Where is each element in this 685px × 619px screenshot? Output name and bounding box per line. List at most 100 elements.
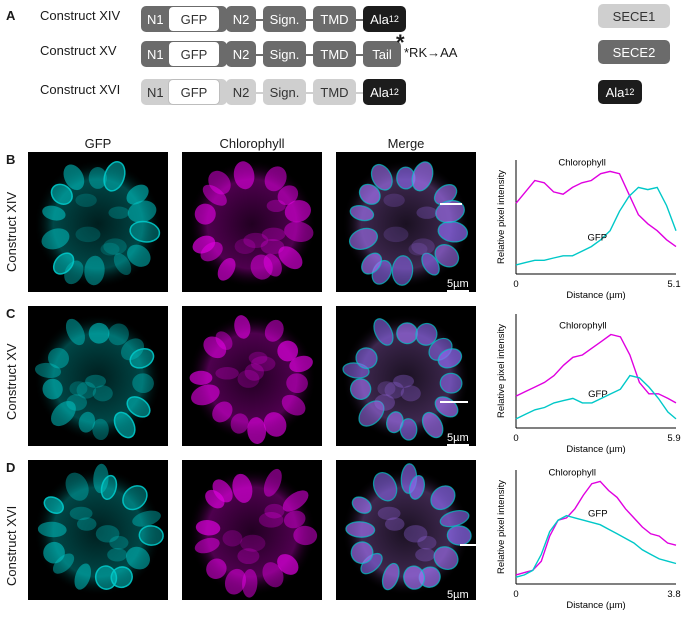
mutation-star: *: [396, 30, 405, 55]
chloroplast: [283, 510, 306, 529]
gfp-rim: [421, 252, 440, 276]
construct-xiv-label: Construct XIV: [40, 8, 121, 23]
chloroplast: [250, 254, 273, 280]
chloroplast: [289, 355, 313, 373]
row-label-construct-xiv: Construct XIV: [4, 191, 19, 272]
gfp-rim: [129, 347, 155, 369]
construct-xv-label: Construct XV: [40, 43, 117, 58]
chloroplast: [261, 227, 286, 242]
chloroplast: [360, 553, 383, 574]
chloroplast: [78, 411, 96, 433]
column-header-merge: Merge: [387, 136, 425, 151]
chloroplast: [206, 558, 227, 579]
chloroplast: [383, 226, 409, 243]
chloroplast: [95, 566, 117, 590]
scale-label: 5µm: [447, 278, 469, 290]
line-profile-chart-d: Relative pixel intensity Distance (µm) 0 3.…: [490, 462, 682, 617]
chloroplast: [132, 373, 154, 394]
chloroplast: [284, 200, 311, 223]
chloroplast: [88, 167, 107, 189]
column-header-gfp: GFP: [84, 136, 112, 151]
chloroplast: [258, 512, 284, 528]
chloroplast: [194, 203, 216, 225]
line-profile-chart-b: Relative pixel intensity Distance (µm) 0 5.…: [490, 152, 682, 307]
chloroplast: [264, 503, 285, 519]
gfp-rim: [50, 183, 73, 206]
chloroplast: [103, 238, 127, 255]
gfp-micrograph: [28, 152, 168, 292]
chloroplast: [51, 184, 73, 205]
chloroplast: [250, 356, 276, 372]
chlorophyll-micrograph: [182, 152, 322, 292]
gfp-rim: [129, 220, 161, 243]
gfp-rim: [439, 510, 470, 528]
chloroplast: [233, 161, 255, 190]
chloroplast: [242, 568, 258, 598]
gfp-rim: [351, 496, 372, 514]
chloroplast: [408, 242, 428, 256]
chloroplast: [69, 381, 88, 396]
chloroplast: [75, 193, 97, 208]
chloroplast: [240, 534, 266, 552]
series-label-gfp: GFP: [588, 233, 608, 244]
chloroplast: [85, 374, 107, 388]
chloroplast: [248, 351, 268, 365]
chloroplast: [101, 475, 117, 500]
tmd-domain: TMD: [313, 41, 356, 67]
chloroplast: [126, 546, 150, 570]
legend-sece2: SECE2: [598, 40, 670, 64]
chloroplast: [247, 417, 267, 445]
chloroplast: [108, 206, 130, 219]
gfp-rim: [52, 252, 75, 275]
scale-bar: [447, 444, 469, 446]
gfp-rim: [126, 396, 151, 418]
n2-domain: N2: [226, 6, 256, 32]
legend-ala12: Ala 12: [598, 80, 642, 104]
chloroplast: [384, 517, 405, 531]
chloroplast: [232, 473, 253, 503]
chloroplast: [262, 562, 284, 588]
merge-micrograph: [336, 460, 476, 600]
chloroplast: [130, 221, 160, 242]
gfp-rim: [355, 347, 378, 370]
gfp-rim: [361, 252, 383, 275]
gfp-rim: [435, 199, 465, 224]
chloroplast: [212, 401, 233, 423]
scale-bar: [447, 601, 469, 603]
series-label-chlorophyll: Chlorophyll: [548, 467, 596, 478]
x-tick-label: 3.8: [667, 589, 680, 600]
series-line-gfp: [515, 514, 677, 578]
chloroplast: [277, 554, 299, 575]
chloroplast: [374, 394, 395, 411]
chloroplast: [202, 184, 227, 206]
chloroplast: [127, 244, 151, 267]
gfp-rim: [138, 525, 164, 546]
chloroplast: [107, 548, 128, 562]
chloroplast: [396, 167, 415, 189]
chloroplast: [293, 525, 318, 546]
chloroplast: [392, 255, 413, 286]
chloroplast: [234, 315, 251, 339]
gfp-rim: [434, 244, 460, 268]
x-axis-label: Distance (µm): [566, 600, 625, 611]
series-line-chlorophyll: [515, 333, 677, 404]
line-profile-marker: [440, 203, 462, 205]
gfp-rim: [421, 411, 444, 439]
series-line-chlorophyll: [515, 170, 677, 248]
chloroplast: [47, 347, 70, 369]
gfp-rim: [349, 378, 372, 401]
chloroplast: [355, 347, 378, 369]
chloroplast: [282, 490, 309, 512]
chloroplast: [359, 184, 381, 205]
gfp-rim: [439, 372, 463, 394]
gfp-rim: [433, 546, 459, 571]
chloroplast: [434, 184, 457, 205]
gfp-rim: [403, 565, 426, 590]
chlorophyll-micrograph: [182, 306, 322, 446]
gfp-rim: [381, 562, 400, 591]
chloroplast: [100, 242, 120, 256]
chloroplast: [66, 394, 87, 411]
chloroplast: [53, 253, 74, 274]
chloroplast: [393, 374, 415, 388]
chloroplast: [447, 525, 472, 546]
